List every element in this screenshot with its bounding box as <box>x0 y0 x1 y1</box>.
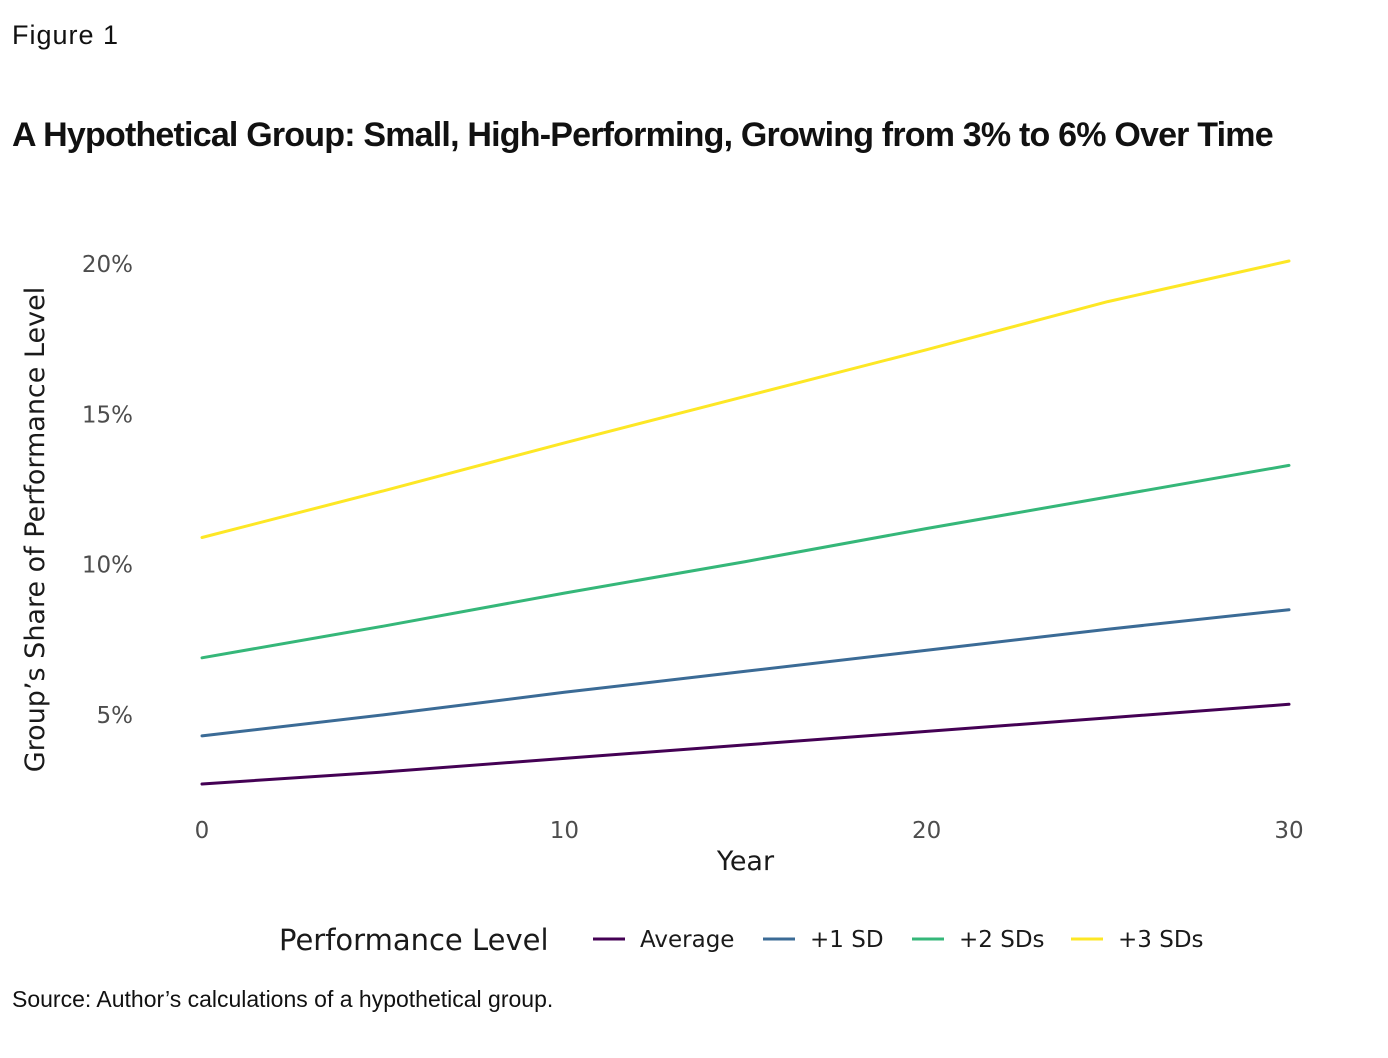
legend: Performance Level Average +1 SD +2 SDs +3 S… <box>279 923 1204 957</box>
series-lines <box>200 259 1291 786</box>
x-tick-label: 30 <box>1274 818 1303 844</box>
legend-label: +2 SDs <box>959 927 1045 953</box>
x-tick-label: 20 <box>912 818 941 844</box>
y-tick-label: 15% <box>82 402 133 428</box>
source-note: Source: Author’s calculations of a hypot… <box>12 986 554 1012</box>
y-tick-label: 5% <box>97 703 134 729</box>
figure-label: Figure 1 <box>12 20 120 50</box>
x-axis-ticks: 0 10 20 30 <box>195 818 1304 844</box>
y-axis-ticks: 5% 10% 15% 20% <box>82 252 133 729</box>
y-tick-label: 20% <box>82 252 133 278</box>
y-axis-title: Group’s Share of Performance Level <box>20 287 51 773</box>
y-tick-label: 10% <box>82 553 133 579</box>
legend-label: Average <box>640 927 734 953</box>
legend-title: Performance Level <box>279 923 549 957</box>
x-tick-label: 10 <box>550 818 579 844</box>
series-line-1-sd <box>200 608 1291 738</box>
legend-label: +1 SD <box>810 927 884 953</box>
chart-title: A Hypothetical Group: Small, High-Perfor… <box>12 116 1274 154</box>
x-tick-label: 0 <box>195 818 210 844</box>
x-axis-title: Year <box>716 846 775 877</box>
series-line-3-sds <box>200 259 1291 539</box>
series-line-average <box>200 702 1291 786</box>
legend-label: +3 SDs <box>1118 927 1204 953</box>
series-line-2-sds <box>200 463 1291 660</box>
